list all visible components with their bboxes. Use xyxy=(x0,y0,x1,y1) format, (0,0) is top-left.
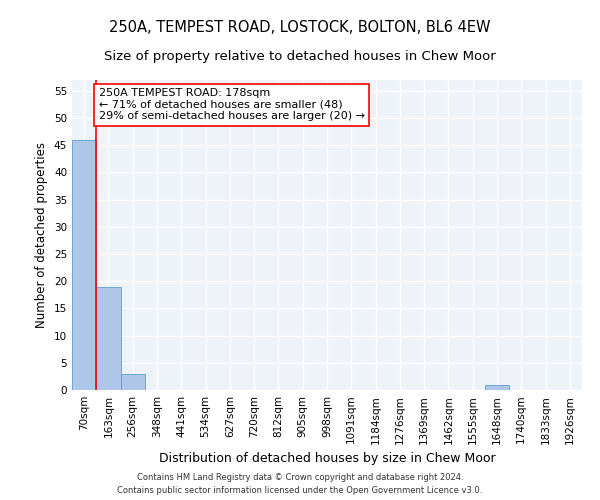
Text: 250A TEMPEST ROAD: 178sqm
← 71% of detached houses are smaller (48)
29% of semi-: 250A TEMPEST ROAD: 178sqm ← 71% of detac… xyxy=(99,88,365,122)
Bar xyxy=(485,384,509,390)
Text: Size of property relative to detached houses in Chew Moor: Size of property relative to detached ho… xyxy=(104,50,496,63)
X-axis label: Distribution of detached houses by size in Chew Moor: Distribution of detached houses by size … xyxy=(158,452,496,465)
Bar xyxy=(121,374,145,390)
Text: Contains HM Land Registry data © Crown copyright and database right 2024.
Contai: Contains HM Land Registry data © Crown c… xyxy=(118,473,482,495)
Y-axis label: Number of detached properties: Number of detached properties xyxy=(35,142,49,328)
Bar xyxy=(96,286,121,390)
Text: 250A, TEMPEST ROAD, LOSTOCK, BOLTON, BL6 4EW: 250A, TEMPEST ROAD, LOSTOCK, BOLTON, BL6… xyxy=(109,20,491,35)
Bar xyxy=(72,140,96,390)
